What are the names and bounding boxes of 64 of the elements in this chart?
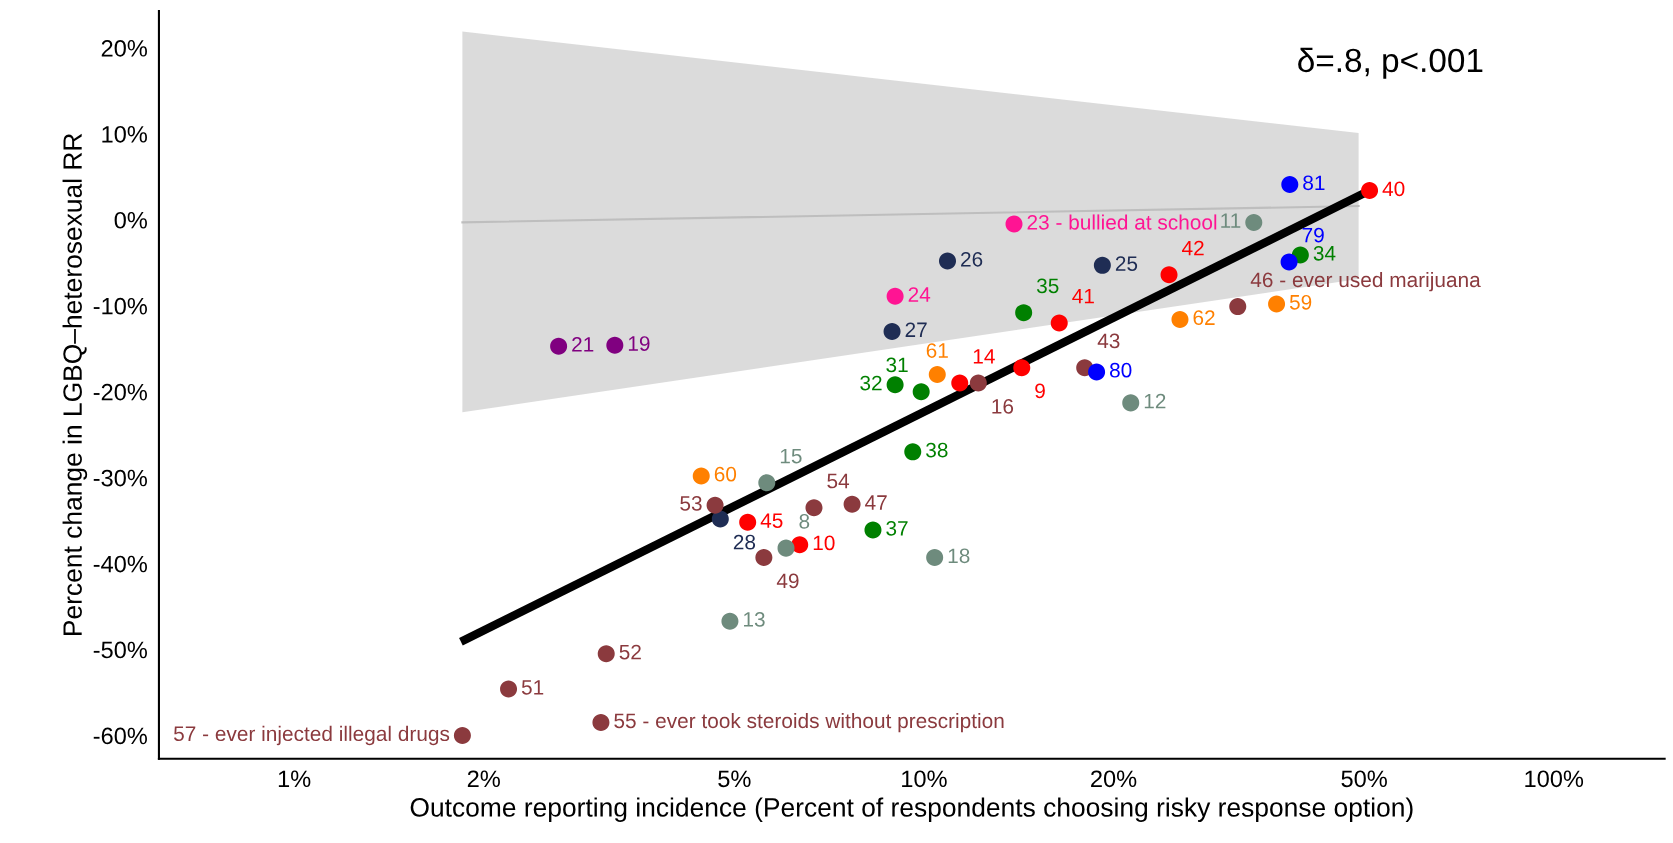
annotation: 23 - bullied at school [1027, 214, 1217, 230]
annotation: 12 [1144, 393, 1166, 409]
annotation: 45 [760, 513, 783, 528]
x-axis-title: Outcome reporting incidence (Percent of respondents choosing risky response option) [410, 797, 1413, 822]
annotation: 55 - ever took steroids without prescription [614, 712, 1004, 733]
annotation: 43 [1097, 333, 1120, 349]
x-tick-label: 5% [718, 770, 751, 788]
annotation: 21 [572, 336, 594, 352]
y-tick-label: -50% [93, 641, 147, 659]
annotation: 46 - ever used marijuana [1250, 271, 1481, 292]
x-tick-label: 20% [1091, 770, 1137, 788]
annotation: 31 [886, 357, 908, 373]
x-tick-label: 100% [1525, 770, 1584, 788]
annotation: 60 [714, 466, 737, 482]
annotation: δ=.8, p<.001 [1298, 47, 1483, 79]
annotation: 53 [680, 496, 702, 511]
annotation: 16 [992, 398, 1014, 414]
y-axis-title: Percent change in LGBQ–heterosexual RR [62, 133, 88, 635]
y-tick-label: -60% [93, 727, 147, 745]
x-tick-label: 50% [1341, 770, 1387, 788]
x-tick-label: 10% [902, 770, 947, 788]
annotation: 10 [813, 535, 835, 551]
annotation: 57 - ever injected illegal drugs [173, 725, 450, 746]
annotation: 27 [905, 322, 927, 337]
annotation: 62 [1193, 310, 1215, 326]
annotation: 54 [827, 473, 850, 489]
annotation: 19 [628, 336, 650, 351]
annotation: 40 [1382, 181, 1405, 197]
annotation: 38 [926, 442, 948, 458]
annotation: 8 [799, 513, 810, 529]
x-tick-label: 1% [278, 770, 311, 788]
annotation: 79 [1302, 227, 1324, 243]
annotation: 35 [1036, 278, 1059, 294]
annotation: 51 [521, 680, 544, 695]
x-tick-label: 2% [467, 770, 500, 788]
y-tick-label: -10% [93, 297, 147, 315]
annotation: 41 [1072, 289, 1094, 304]
annotation: 11 [1221, 213, 1241, 228]
annotation: 28 [733, 534, 756, 550]
annotation: 34 [1313, 245, 1336, 261]
annotation: 26 [961, 251, 983, 267]
annotation: 25 [1115, 256, 1138, 271]
y-tick-label: 0% [114, 211, 147, 229]
y-tick-label: 20% [101, 39, 147, 57]
annotation: 47 [865, 495, 887, 510]
annotation: 15 [780, 448, 802, 464]
y-tick-label: -20% [93, 383, 147, 401]
annotation: 42 [1182, 240, 1204, 256]
annotation: 14 [973, 349, 995, 364]
annotation: 80 [1110, 362, 1132, 378]
annotation: 52 [619, 644, 641, 660]
annotation: 37 [886, 520, 908, 536]
annotation: 9 [1035, 383, 1045, 399]
annotation: 13 [744, 612, 765, 627]
annotation: 49 [776, 573, 799, 589]
y-tick-label: -30% [93, 469, 147, 487]
annotation: 32 [860, 375, 882, 391]
annotation: 59 [1289, 294, 1312, 310]
y-tick-label: 10% [102, 125, 147, 143]
y-tick-label: -40% [93, 555, 147, 573]
annotation: 81 [1303, 175, 1325, 191]
annotation: 18 [948, 548, 970, 564]
annotation: 61 [926, 343, 948, 358]
annotation: 24 [908, 287, 931, 302]
